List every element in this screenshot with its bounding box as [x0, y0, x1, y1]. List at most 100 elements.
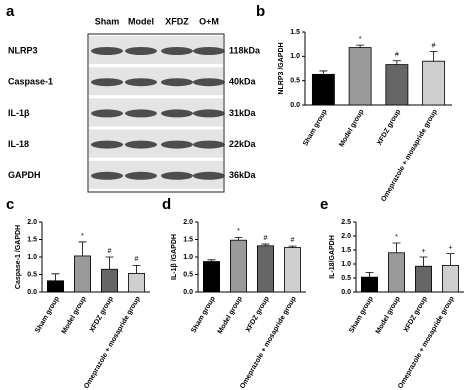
x-tick-label: Model group [61, 295, 88, 335]
significance-marker: # [291, 237, 295, 244]
x-tick-label: XFDZ group [376, 108, 402, 146]
error-bar [261, 243, 270, 246]
band [125, 109, 157, 118]
bar [283, 247, 301, 293]
x-tick-label: XFDZ group [89, 295, 115, 333]
band [91, 140, 123, 149]
y-axis-label: Caspase-1 /GAPDH [15, 225, 22, 289]
x-tick-label: Omeprazole + mosapride group [397, 295, 456, 390]
significance-marker: # [395, 52, 399, 59]
protein-label: Caspase-1 [8, 77, 53, 87]
bar [202, 261, 220, 293]
error-bar [207, 259, 216, 262]
error-bar [392, 60, 401, 65]
band [125, 171, 157, 180]
band [91, 47, 123, 55]
panel-label: d [162, 196, 171, 213]
bar [387, 252, 405, 293]
bar [414, 265, 432, 293]
error-bar [78, 241, 87, 256]
x-tick-label: Sham group [302, 108, 328, 147]
bar [74, 255, 92, 293]
significance-marker: * [237, 228, 240, 235]
size-label: 36kDa [229, 170, 257, 180]
size-label: 118kDa [229, 45, 261, 55]
bar [101, 268, 119, 293]
significance-marker: + [448, 244, 452, 251]
y-tick-label: 0.0 [290, 102, 300, 109]
y-tick-label: 2.0 [27, 219, 37, 226]
error-bar [446, 253, 455, 266]
bar [47, 280, 65, 293]
lane-label: XFDZ [165, 16, 189, 26]
bar [441, 264, 459, 293]
significance-marker: # [135, 256, 139, 263]
y-tick-label: 2.0 [341, 233, 351, 240]
significance-marker: * [395, 234, 398, 241]
band [125, 78, 157, 87]
panel-label: e [320, 196, 328, 213]
y-tick-label: 1.5 [27, 236, 37, 243]
error-bar [419, 256, 428, 267]
bar [422, 60, 446, 106]
bar [360, 276, 378, 293]
band [125, 47, 157, 55]
y-tick-label: 0.5 [183, 271, 193, 278]
band [193, 140, 225, 149]
x-tick-label: Model group [375, 295, 402, 335]
y-tick-label: 0.5 [290, 78, 300, 85]
size-label: 40kDa [229, 77, 257, 87]
y-tick-label: 0.0 [341, 289, 351, 296]
y-tick-label: 0.0 [183, 289, 193, 296]
panel-label: b [256, 3, 265, 20]
band [91, 78, 123, 87]
y-tick-label: 2.0 [183, 219, 193, 226]
band [161, 171, 193, 180]
x-tick-label: Model group [217, 295, 244, 335]
error-bar [105, 256, 114, 270]
x-tick-label: Sham group [348, 295, 374, 334]
y-tick-label: 0.0 [27, 289, 37, 296]
y-tick-label: 1.0 [290, 53, 300, 60]
error-bar [234, 237, 243, 241]
y-tick-label: 1.0 [341, 261, 351, 268]
y-axis-label: IL-18/GAPDH [329, 235, 336, 279]
y-tick-label: 0.5 [341, 275, 351, 282]
y-tick-label: 2.5 [341, 219, 351, 226]
band [193, 171, 225, 180]
error-bar [365, 272, 374, 278]
y-tick-label: 1.5 [183, 236, 193, 243]
y-tick-label: 1.5 [341, 247, 351, 254]
band [161, 78, 193, 87]
error-bar [51, 273, 60, 281]
error-bar [392, 242, 401, 253]
band [91, 109, 123, 118]
x-tick-label: Sham group [34, 295, 60, 334]
protein-label: IL-18 [8, 139, 29, 149]
band [161, 140, 193, 149]
bar [385, 64, 409, 106]
y-tick-label: 1.0 [27, 254, 37, 261]
bar [256, 245, 274, 293]
band [125, 140, 157, 149]
error-bar [319, 70, 328, 75]
significance-marker: * [81, 233, 84, 240]
x-tick-label: Omeprazole + mosapride group [239, 295, 298, 390]
significance-marker: # [264, 235, 268, 242]
bar [311, 73, 335, 106]
bar [127, 273, 145, 293]
protein-label: GAPDH [8, 170, 41, 180]
band [193, 109, 225, 118]
lane-label: O+M [199, 16, 219, 26]
x-tick-label: Omeprazole + mosapride group [83, 295, 142, 390]
significance-marker: + [421, 248, 425, 255]
significance-marker: * [359, 36, 362, 43]
lane-label: Sham [95, 16, 120, 26]
x-tick-label: XFDZ group [245, 295, 271, 333]
error-bar [132, 265, 141, 274]
protein-label: NLRP3 [8, 45, 38, 55]
size-label: 31kDa [229, 108, 257, 118]
y-axis-label: NLRP3 /GAPDH [278, 42, 285, 94]
y-tick-label: 0.5 [27, 271, 37, 278]
